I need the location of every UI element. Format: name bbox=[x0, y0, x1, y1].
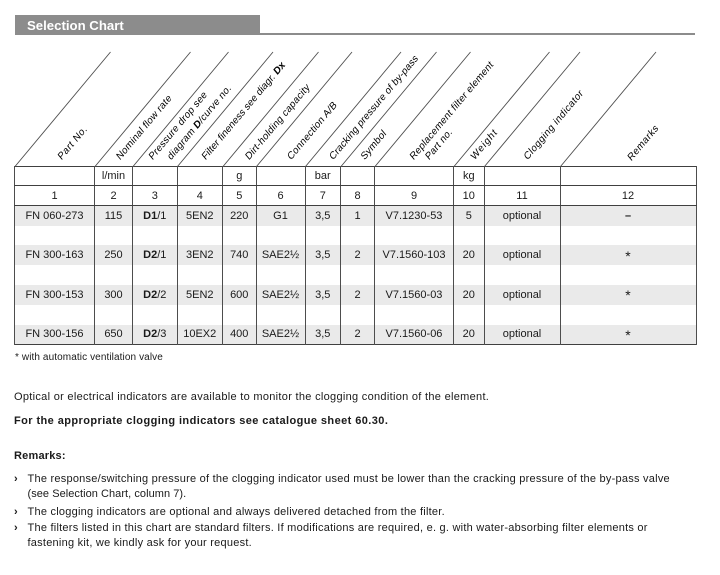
svg-text:Part No.: Part No. bbox=[56, 123, 89, 162]
svg-text:Weight: Weight bbox=[469, 127, 500, 163]
svg-text:Clogging indicator: Clogging indicator bbox=[522, 87, 586, 162]
svg-text:Symbol: Symbol bbox=[359, 128, 388, 163]
svg-text:Remarks: Remarks bbox=[626, 122, 661, 163]
